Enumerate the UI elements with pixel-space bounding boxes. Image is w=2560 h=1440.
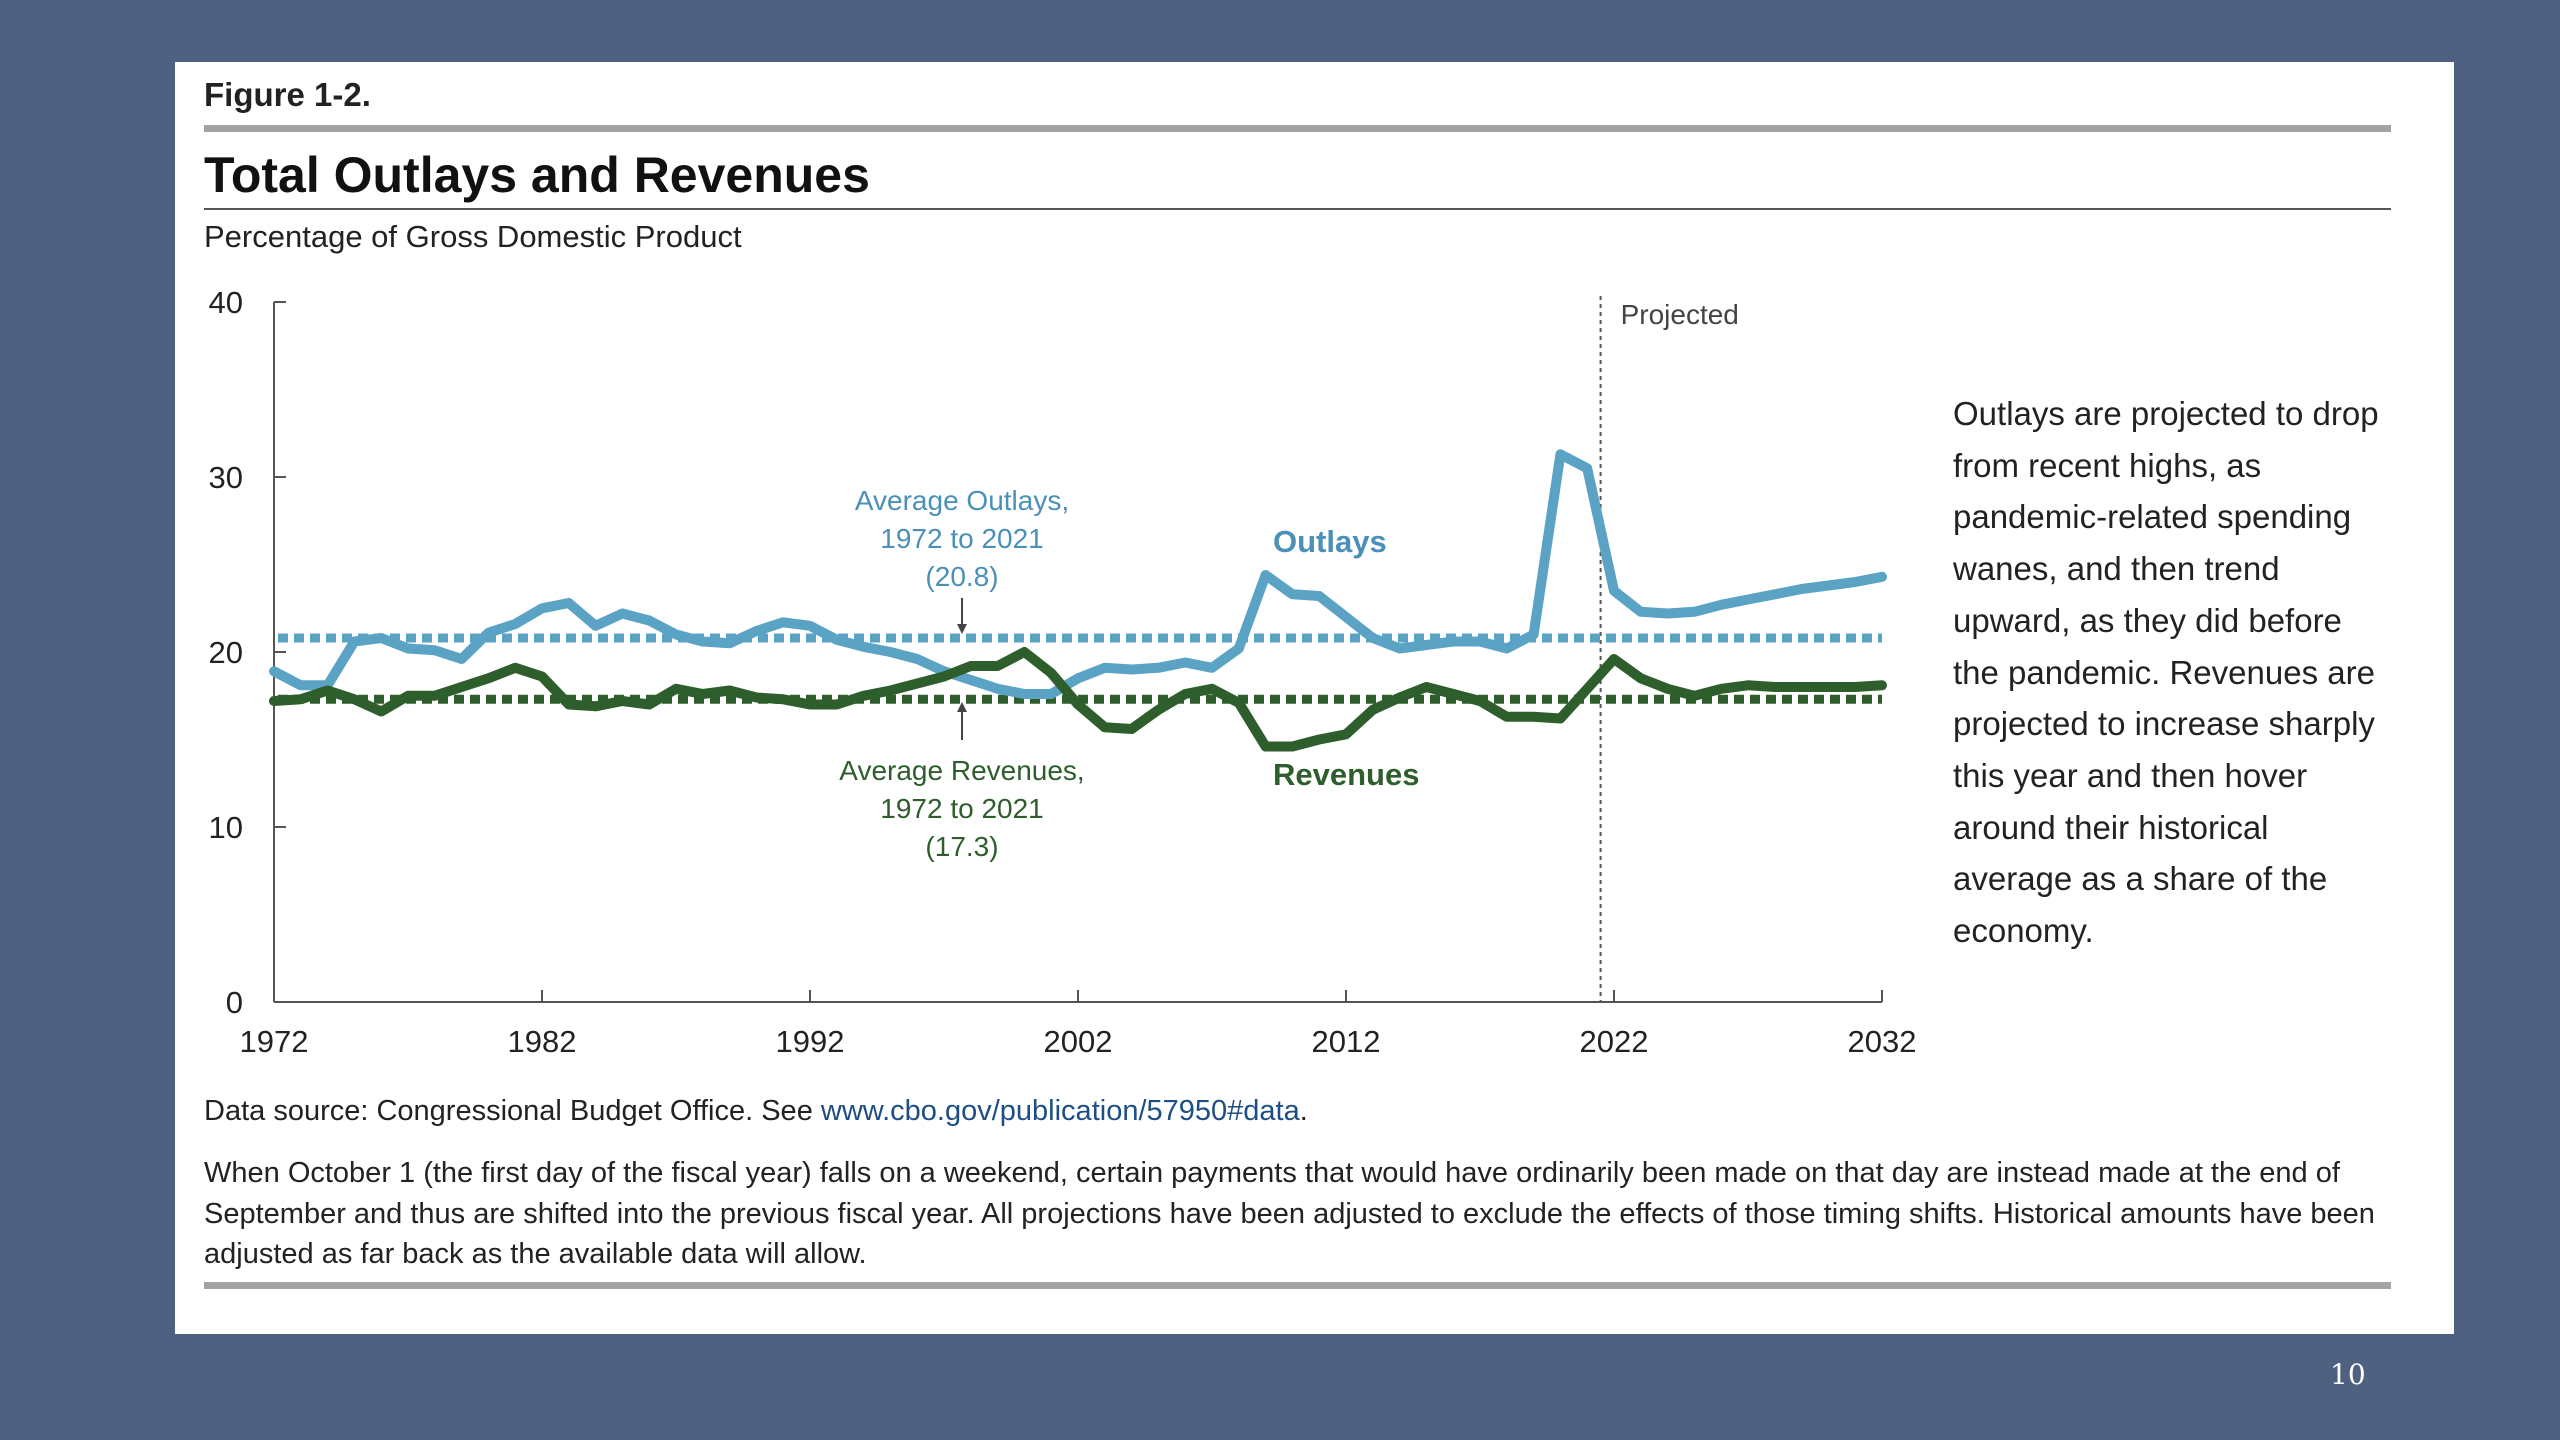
- figure-card: Figure 1-2. Total Outlays and Revenues P…: [175, 62, 2454, 1334]
- series-lines: [269, 449, 1887, 752]
- outlays-line: [269, 449, 1887, 699]
- y-tick-label: 20: [209, 635, 243, 670]
- chart-subtitle: Percentage of Gross Domestic Product: [204, 219, 742, 254]
- x-tick-label: 1972: [240, 1024, 309, 1059]
- data-source: Data source: Congressional Budget Office…: [204, 1095, 1308, 1128]
- average-revenues-label: (17.3): [925, 831, 998, 862]
- average-outlays-label: 1972 to 2021: [880, 523, 1044, 554]
- revenues-series-label: Revenues: [1273, 757, 1419, 792]
- figure-label: Figure 1-2.: [204, 76, 371, 113]
- outlays-series-label: Outlays: [1273, 524, 1387, 559]
- source-suffix: .: [1299, 1095, 1308, 1127]
- x-tick-label: 1982: [508, 1024, 577, 1059]
- source-link[interactable]: www.cbo.gov/publication/57950#data: [820, 1095, 1300, 1127]
- top-rule: [204, 125, 2391, 132]
- y-tick-label: 10: [209, 810, 243, 845]
- y-tick-label: 30: [209, 460, 243, 495]
- average-outlays-label: Average Outlays,: [855, 485, 1069, 516]
- axes: 0 10 20 30 40 1972 1982 1992 2002 2012 2022 2032 Pro…: [209, 285, 1917, 1059]
- line-chart: 0 10 20 30 40 1972 1982 1992 2002 2012 2022 2032 Pro…: [209, 285, 1917, 1059]
- average-revenues-label: 1972 to 2021: [880, 793, 1044, 824]
- average-revenues-arrowhead: [957, 702, 967, 712]
- chart-annotations: Average Outlays, 1972 to 2021 (20.8) Averag…: [839, 485, 1419, 862]
- x-tick-label: 1992: [776, 1024, 845, 1059]
- average-revenues-label: Average Revenues,: [839, 755, 1084, 786]
- x-tick-label: 2002: [1044, 1024, 1113, 1059]
- x-tick-label: 2022: [1580, 1024, 1649, 1059]
- chart-title: Total Outlays and Revenues: [204, 147, 870, 203]
- y-tick-label: 0: [226, 985, 243, 1020]
- x-tick-label: 2032: [1848, 1024, 1917, 1059]
- footnote: When October 1 (the first day of the fis…: [204, 1157, 2375, 1270]
- side-note: Outlays are projected to drop from recen…: [1953, 395, 2379, 950]
- y-tick-label: 40: [209, 285, 243, 320]
- page-number: 10: [2330, 1358, 2366, 1391]
- revenues-line: [269, 647, 1887, 752]
- average-outlays-arrowhead: [957, 624, 967, 634]
- projection-label: Projected: [1621, 299, 1739, 330]
- source-prefix: Data source: Congressional Budget Office…: [204, 1095, 821, 1127]
- bottom-rule: [204, 1282, 2391, 1289]
- x-tick-label: 2012: [1312, 1024, 1381, 1059]
- average-outlays-label: (20.8): [925, 561, 998, 592]
- title-rule: [204, 208, 2391, 210]
